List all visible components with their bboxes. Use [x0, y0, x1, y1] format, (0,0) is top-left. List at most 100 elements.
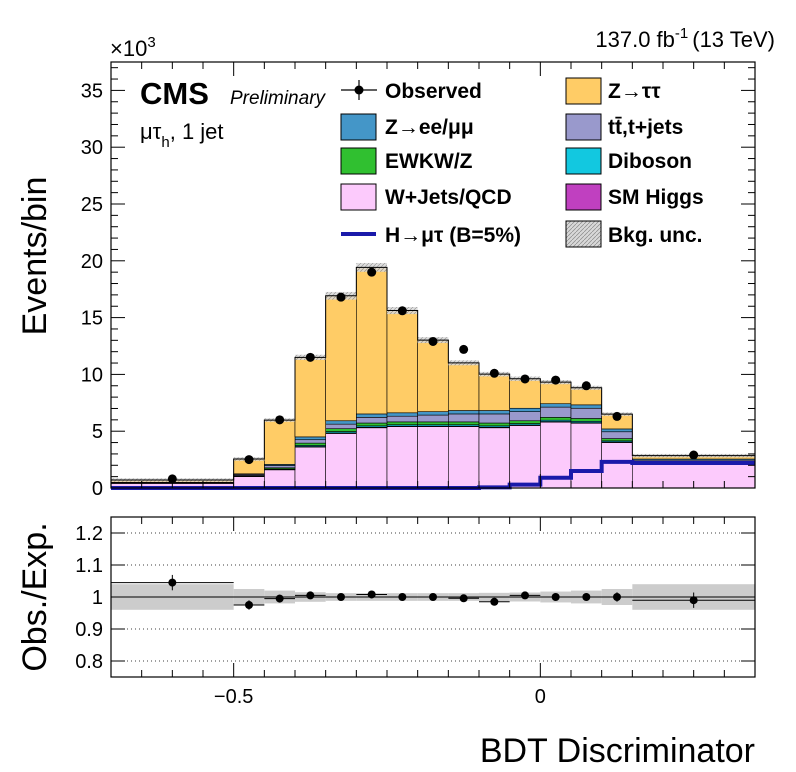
bar-ewkw-z-8 — [448, 421, 480, 426]
channel-label: μτh, 1 jet — [140, 119, 224, 151]
bar-z-ee--5 — [356, 413, 388, 418]
bar-ewkw-z-5 — [356, 422, 388, 427]
observed-point-8 — [459, 344, 469, 354]
legend-unc-label: Bkg. unc. — [608, 224, 703, 247]
observed-point-12 — [581, 381, 591, 391]
main-ytick-label-15: 15 — [81, 308, 103, 330]
observed-point-0 — [167, 474, 177, 484]
y-axis-label: Events/bin — [16, 177, 54, 336]
bar-ewkw-z-9 — [478, 422, 510, 427]
channel-main: μτ — [140, 119, 162, 144]
bar-tt-t-jets-8 — [448, 413, 480, 423]
ratio-point-9 — [490, 597, 499, 606]
bar-w-jets-qcd-2 — [264, 469, 296, 489]
legend-vv-swatch — [565, 147, 602, 175]
bar-z--12 — [570, 387, 602, 406]
main-ytick-label-30: 30 — [81, 137, 103, 159]
legend-item-wjets: W+Jets/QCD — [340, 183, 512, 211]
ratio-ytick-label-3: 1.1 — [75, 555, 103, 577]
bar-ewkw-z-4 — [325, 428, 357, 432]
legend-item-signal: H→μτ (B=5%) — [341, 224, 521, 247]
bar-z--3 — [294, 357, 326, 438]
preliminary-label: Preliminary — [230, 88, 327, 109]
ratio-ytick-label-1: 0.9 — [75, 619, 103, 641]
legend: Observed Z→ττ Z→ee/μμ tt̄,t+jets EWKW/Z — [340, 77, 704, 248]
bar-z--5 — [356, 267, 388, 415]
ratio-y-axis-label: Obs./Exp. — [16, 522, 54, 671]
ratio-point-6 — [398, 593, 407, 601]
legend-vv-label: Diboson — [608, 150, 692, 173]
bar-z-ee--4 — [325, 420, 357, 425]
bar-z-ee--3 — [294, 436, 326, 441]
legend-ewk-swatch — [340, 147, 377, 175]
ratio-grid — [111, 532, 755, 662]
legend-zll-label: Z→ee/μμ — [385, 116, 474, 139]
bar-z--7 — [417, 339, 449, 412]
ratio-point-10 — [521, 591, 529, 600]
main-plot-frame — [110, 61, 756, 489]
bar-z--4 — [325, 295, 357, 422]
ratio-point-7 — [429, 593, 437, 601]
ratio-ytick-label-4: 1.2 — [75, 523, 103, 545]
bar-tt-t-jets-5 — [356, 417, 388, 424]
bar-w-jets-qcd-8 — [448, 426, 480, 489]
bar-z-ee--11 — [540, 403, 572, 408]
legend-item-vv: Diboson — [565, 147, 692, 175]
bar-ewkw-z-7 — [417, 421, 449, 426]
bar-ewkw-z-10 — [509, 420, 541, 424]
observed-point-3 — [305, 352, 315, 362]
legend-tt-label: tt̄,t+jets — [608, 116, 683, 139]
ratio-panel: 0.8 0.9 1 1.1 1.2 −0.5 0 Obs./Exp. — [16, 516, 756, 708]
x-axis-label: BDT Discriminator — [480, 732, 755, 770]
bar-w-jets-qcd-6 — [386, 426, 418, 489]
bar-tt-t-jets-12 — [570, 407, 602, 419]
bar-tt-t-jets-13 — [601, 431, 633, 439]
main-ytick-label-20: 20 — [81, 251, 103, 273]
legend-item-tt: tt̄,t+jets — [565, 113, 683, 141]
bar-w-jets-qcd-3 — [294, 446, 326, 489]
legend-observed-marker — [354, 85, 364, 95]
observed-point-6 — [397, 306, 407, 316]
ratio-point-0 — [168, 578, 177, 587]
ratio-xtick-label-1: 0 — [535, 686, 546, 708]
legend-item-zll: Z→ee/μμ — [340, 113, 474, 141]
ratio-xtick-label-0: −0.5 — [214, 686, 253, 708]
legend-item-ztt: Z→ττ — [565, 77, 661, 105]
main-ytick-label-5: 5 — [92, 421, 103, 443]
main-ytick-label-35: 35 — [81, 80, 103, 102]
ratio-point-14 — [689, 596, 698, 605]
bar-tt-t-jets-7 — [417, 414, 449, 423]
observed-point-5 — [367, 267, 377, 277]
main-ytick-label-10: 10 — [81, 364, 103, 386]
legend-item-observed: Observed — [341, 80, 482, 103]
legend-wjets-swatch — [340, 183, 377, 211]
bar-w-jets-qcd-4 — [325, 433, 357, 489]
ratio-ytick-label-2: 1 — [92, 587, 103, 609]
lumi-value: 137.0 fb — [595, 27, 675, 52]
legend-ztt-label: Z→ττ — [608, 80, 661, 103]
bar-ewkw-z-3 — [294, 442, 326, 446]
bar-tt-t-jets-9 — [478, 413, 510, 424]
ratio-point-1 — [245, 601, 253, 609]
observed-point-9 — [489, 368, 499, 378]
legend-ewk-label: EWKW/Z — [385, 150, 473, 173]
scale-label: ×103 — [110, 34, 156, 61]
legend-ztt-swatch — [565, 77, 602, 105]
scale-exponent: 3 — [147, 34, 155, 51]
bar-w-jets-qcd-7 — [417, 426, 449, 489]
legend-wjets-label: W+Jets/QCD — [385, 186, 512, 209]
bar-z--8 — [448, 362, 480, 411]
bar-z--11 — [540, 381, 572, 405]
cms-logo-text: CMS — [140, 76, 209, 111]
observed-point-11 — [551, 375, 561, 385]
legend-higgs-swatch — [565, 183, 602, 211]
scale-prefix: ×10 — [110, 36, 147, 61]
ratio-point-8 — [459, 594, 468, 603]
bar-w-jets-qcd-5 — [356, 427, 388, 489]
bar-z-ee--12 — [570, 404, 602, 409]
bar-tt-t-jets-4 — [325, 423, 357, 430]
ratio-point-13 — [613, 593, 621, 601]
legend-zll-swatch — [340, 113, 377, 141]
legend-signal-label: H→μτ (B=5%) — [385, 224, 521, 247]
bar-z-ee--10 — [509, 407, 541, 412]
